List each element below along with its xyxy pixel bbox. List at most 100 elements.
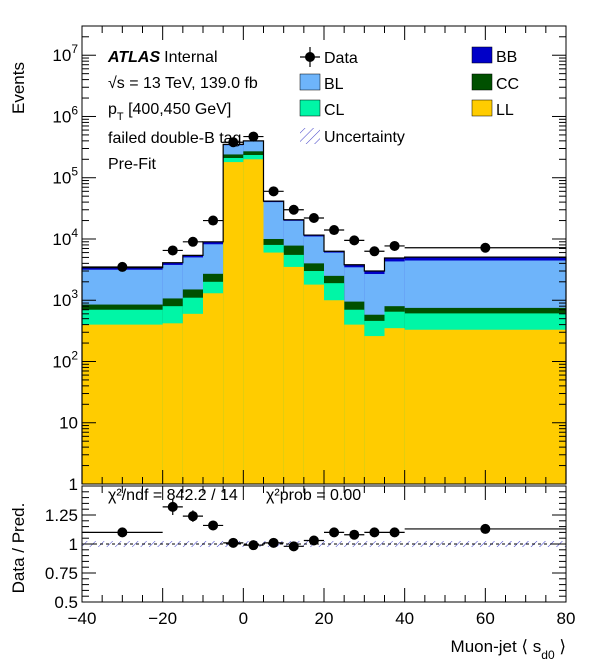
pt-range: [400,450 GeV] — [124, 101, 232, 118]
data-point-12 — [389, 240, 400, 251]
ymain-tick-label-5: 105 — [52, 165, 78, 188]
chi2-label: χ²/ndf = 842.2 / 14 — [108, 487, 238, 504]
bar-ll-3 — [203, 293, 224, 484]
ratio-point-6 — [268, 537, 279, 548]
bar-ll-12 — [384, 328, 405, 484]
bar-ll-4 — [223, 162, 244, 484]
y-axis-title-ratio: Data / Pred. — [9, 503, 28, 594]
ratio-point-3 — [208, 520, 219, 531]
atlas-status: Internal — [164, 49, 217, 66]
legend-swatch-bl — [299, 73, 321, 91]
bar-ll-2 — [182, 313, 203, 484]
legend-label-cc: CC — [496, 76, 519, 93]
ymain-tick-label-3: 103 — [52, 287, 78, 310]
data-point-3 — [208, 215, 219, 226]
x-tick-label-6: 80 — [557, 609, 576, 628]
ratio-point-11 — [369, 527, 380, 538]
x-tick-label-5: 60 — [476, 609, 495, 628]
x-axis-title-end: ⟩ — [555, 637, 566, 656]
legend-label-uncertainty: Uncertainty — [324, 129, 405, 146]
data-point-4 — [228, 137, 239, 148]
atlas-label: ATLAS — [107, 49, 160, 66]
legend-swatch-cl — [299, 99, 321, 117]
yratio-tick-label-1: 0.75 — [45, 564, 78, 583]
ratio-point-0 — [117, 527, 128, 538]
main-histogram — [81, 140, 567, 485]
x-tick-label-1: −20 — [148, 609, 177, 628]
ymain-tick-label-4: 104 — [52, 226, 78, 249]
ymain-tick-label-6: 106 — [52, 103, 78, 126]
x-tick-label-2: 0 — [239, 609, 248, 628]
yratio-tick-label-2: 1 — [69, 535, 78, 554]
legend-swatch-ll — [471, 99, 493, 117]
data-point-13 — [480, 242, 491, 253]
energy-label: √s = 13 TeV, 139.0 fb — [108, 75, 258, 92]
legend-swatch-cc — [471, 73, 493, 91]
yratio-tick-label-3: 1.25 — [45, 506, 78, 525]
legend: Data BL CL Uncertainty BB CC LL — [299, 46, 519, 146]
bar-ll-0 — [82, 324, 163, 484]
y-axis-title-main: Events — [9, 62, 28, 114]
ymain-tick-label-7: 107 — [52, 42, 78, 65]
data-point-11 — [369, 246, 380, 257]
legend-swatch-bb — [471, 46, 493, 64]
bar-ll-7 — [283, 266, 304, 484]
data-point-5 — [248, 131, 259, 142]
ratio-point-13 — [480, 523, 491, 534]
bar-ll-8 — [303, 284, 324, 484]
x-tick-label-4: 40 — [395, 609, 414, 628]
ratio-point-9 — [329, 527, 340, 538]
info-text: ATLAS Internal √s = 13 TeV, 139.0 fb pT [… — [107, 49, 258, 173]
ratio-panel — [82, 498, 566, 552]
bar-ll-1 — [162, 323, 183, 484]
legend-label-cl: CL — [324, 102, 345, 119]
data-point-10 — [349, 235, 360, 246]
ratio-point-7 — [288, 541, 299, 552]
pt-prefix: p — [108, 101, 117, 118]
data-point-1 — [167, 245, 178, 256]
x-axis-title-main: Muon-jet ⟨ s — [451, 637, 542, 656]
ymain-tick-label-2: 102 — [52, 348, 78, 371]
pt-sub: T — [117, 111, 124, 123]
chi2-prob-label: χ²prob = 0.00 — [266, 487, 361, 504]
main-data-points — [82, 131, 566, 272]
ratio-point-2 — [187, 511, 198, 522]
ratio-point-8 — [308, 535, 319, 546]
axis-ticks: 1 10 102 103 104 105 106 107 0.5 0.75 1 1.25 −40 −20 0… — [45, 25, 576, 628]
ymain-tick-label-0: 1 — [69, 475, 78, 494]
fit-label: Pre-Fit — [108, 156, 157, 173]
ratio-point-12 — [389, 527, 400, 538]
data-point-7 — [288, 204, 299, 215]
x-axis-title-sub: d0 — [541, 648, 555, 662]
bar-ll-6 — [263, 252, 284, 484]
yratio-tick-label-0: 0.5 — [54, 593, 78, 612]
data-point-8 — [308, 213, 319, 224]
bar-ll-13 — [404, 329, 566, 484]
x-tick-label-3: 20 — [315, 609, 334, 628]
svg-text:Muon-jet ⟨ sd0 ⟩: Muon-jet ⟨ sd0 ⟩ — [451, 637, 566, 662]
legend-label-ll: LL — [496, 102, 514, 119]
ratio-point-10 — [349, 529, 360, 540]
legend-data-marker — [305, 52, 315, 62]
region-label: failed double-B tag — [108, 130, 241, 147]
legend-label-data: Data — [324, 50, 358, 67]
legend-label-bl: BL — [324, 76, 344, 93]
bar-ll-11 — [364, 336, 385, 484]
legend-swatch-uncertainty — [300, 128, 320, 144]
ratio-point-1 — [167, 501, 178, 512]
ratio-point-4 — [228, 537, 239, 548]
bar-ll-10 — [344, 324, 365, 484]
total-outline — [81, 140, 567, 484]
ratio-point-5 — [248, 540, 259, 551]
data-point-2 — [187, 236, 198, 247]
svg-text:pT [400,450 GeV]: pT [400,450 GeV] — [108, 101, 231, 123]
x-tick-label-0: −40 — [68, 609, 97, 628]
bar-ll-5 — [243, 159, 264, 484]
bar-ll-9 — [324, 300, 345, 484]
legend-label-bb: BB — [496, 49, 517, 66]
data-point-9 — [329, 225, 340, 236]
x-axis-title: Muon-jet ⟨ sd0 ⟩ — [451, 637, 566, 662]
data-point-0 — [117, 261, 128, 272]
